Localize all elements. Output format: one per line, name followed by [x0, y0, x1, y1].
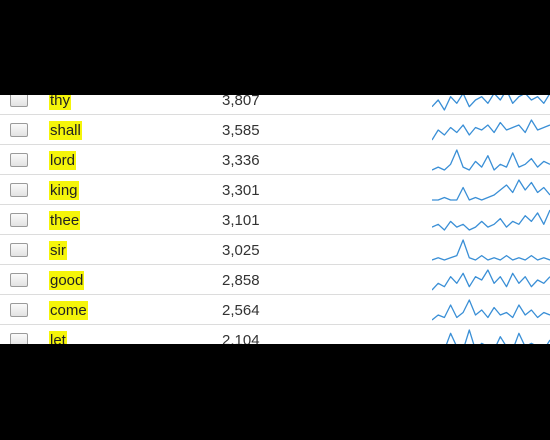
sparkline-line — [432, 239, 550, 261]
letterbox-bottom — [0, 344, 550, 440]
word-label: let — [49, 331, 67, 344]
word-count: 3,025 — [222, 242, 260, 259]
trend-sparkline — [432, 119, 550, 141]
row-checkbox[interactable] — [10, 273, 28, 287]
trend-sparkline — [432, 299, 550, 321]
sparkline-line — [432, 269, 550, 291]
row-checkbox[interactable] — [10, 243, 28, 257]
sparkline-line — [432, 95, 550, 111]
word-label: come — [49, 301, 88, 320]
table-body: thy 3,807 shall 3,585 lord 3,336 king 3,301 thee… — [0, 95, 550, 344]
row-checkbox[interactable] — [10, 333, 28, 344]
trend-sparkline — [432, 95, 550, 111]
row-checkbox[interactable] — [10, 153, 28, 167]
word-label: thee — [49, 211, 81, 230]
row-checkbox[interactable] — [10, 123, 28, 137]
sparkline-line — [432, 209, 550, 231]
word-count: 3,807 — [222, 95, 260, 109]
trend-sparkline — [432, 209, 550, 231]
letterbox-top — [0, 0, 550, 95]
word-label: thy — [49, 95, 72, 110]
word-label: sir — [49, 241, 67, 260]
word-count: 2,858 — [222, 272, 260, 289]
table-row[interactable]: good 2,858 — [0, 265, 550, 295]
sparkline-line — [445, 329, 550, 344]
sparkline-line — [432, 179, 550, 201]
table-row[interactable]: shall 3,585 — [0, 115, 550, 145]
word-label: lord — [49, 151, 77, 170]
row-checkbox[interactable] — [10, 95, 28, 107]
row-checkbox[interactable] — [10, 213, 28, 227]
table-row[interactable]: let 2,104 — [0, 325, 550, 344]
row-checkbox[interactable] — [10, 303, 28, 317]
word-count: 3,301 — [222, 182, 260, 199]
trend-sparkline — [432, 149, 550, 171]
sparkline-line — [432, 299, 550, 321]
table-row[interactable]: lord 3,336 — [0, 145, 550, 175]
sparkline-line — [432, 119, 550, 141]
word-count: 3,101 — [222, 212, 260, 229]
sparkline-line — [432, 149, 550, 171]
word-count: 3,336 — [222, 152, 260, 169]
table-row[interactable]: come 2,564 — [0, 295, 550, 325]
table-row[interactable]: sir 3,025 — [0, 235, 550, 265]
word-count: 3,585 — [222, 122, 260, 139]
row-checkbox[interactable] — [10, 183, 28, 197]
table-row[interactable]: king 3,301 — [0, 175, 550, 205]
word-label: shall — [49, 121, 82, 140]
word-count: 2,104 — [222, 332, 260, 344]
word-frequency-table: thy 3,807 shall 3,585 lord 3,336 king 3,301 thee… — [0, 95, 550, 344]
table-row[interactable]: thee 3,101 — [0, 205, 550, 235]
word-count: 2,564 — [222, 302, 260, 319]
word-label: king — [49, 181, 79, 200]
trend-sparkline — [432, 179, 550, 201]
trend-sparkline — [432, 269, 550, 291]
table-row[interactable]: thy 3,807 — [0, 95, 550, 115]
trend-sparkline — [432, 239, 550, 261]
word-label: good — [49, 271, 85, 290]
trend-sparkline — [445, 329, 550, 344]
